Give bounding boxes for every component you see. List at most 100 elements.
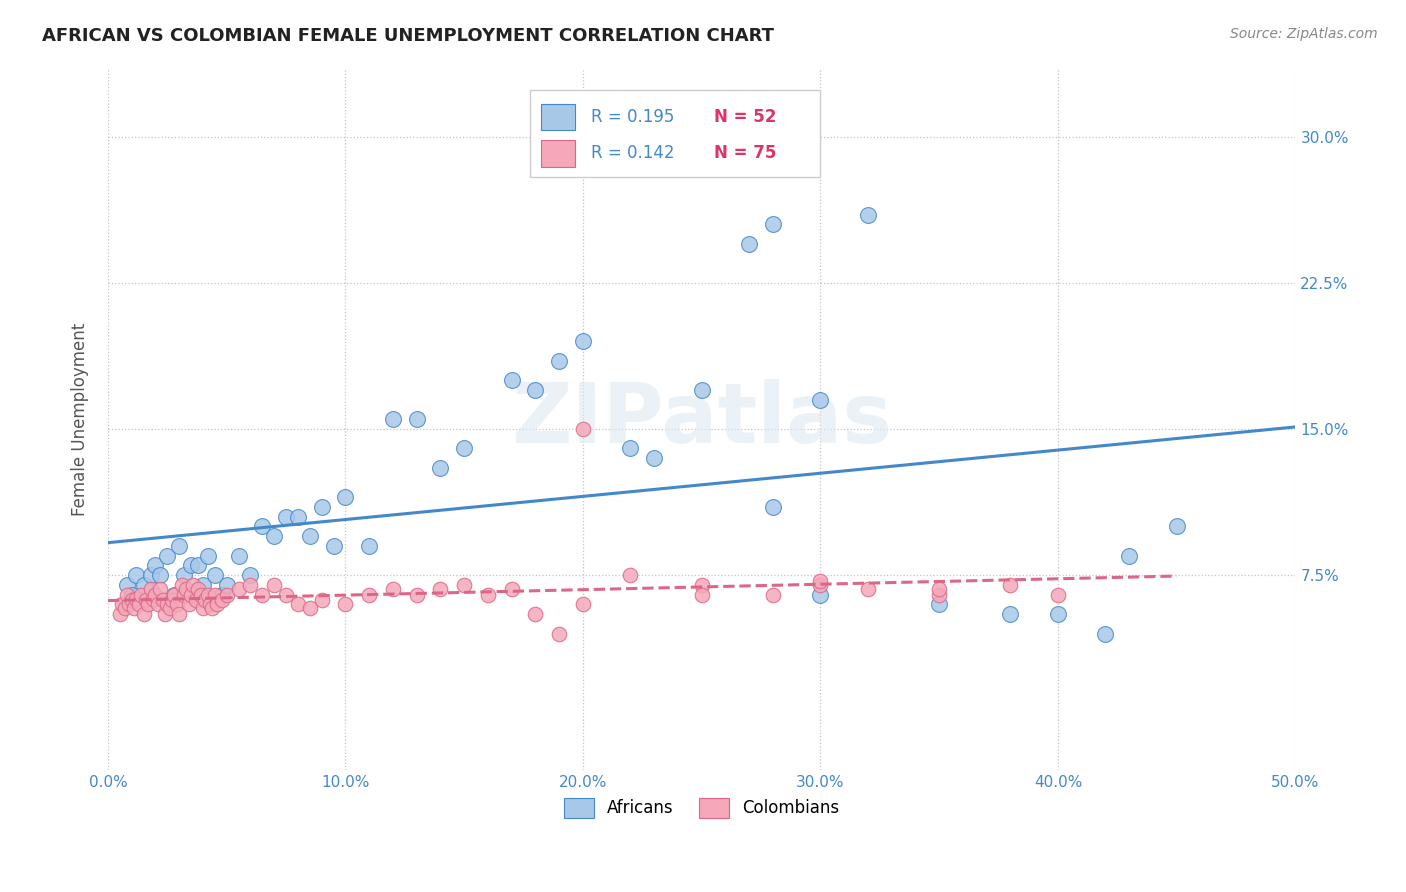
Point — [135, 593, 157, 607]
Point — [114, 601, 136, 615]
Point — [928, 588, 950, 602]
Point — [173, 588, 195, 602]
Point — [405, 412, 427, 426]
Legend: Africans, Colombians: Africans, Colombians — [557, 791, 846, 825]
Point — [191, 578, 214, 592]
Point — [359, 539, 381, 553]
Point — [177, 598, 200, 612]
Point — [184, 593, 207, 607]
Point — [239, 568, 262, 582]
Point — [118, 598, 141, 612]
Point — [145, 558, 167, 573]
Point — [405, 588, 427, 602]
Point — [149, 568, 172, 582]
Text: Source: ZipAtlas.com: Source: ZipAtlas.com — [1230, 27, 1378, 41]
Text: R = 0.195: R = 0.195 — [592, 108, 675, 126]
Point — [252, 519, 274, 533]
Point — [287, 509, 309, 524]
Point — [572, 334, 595, 349]
Point — [359, 588, 381, 602]
Point — [1166, 519, 1188, 533]
Point — [198, 598, 221, 612]
Point — [572, 422, 595, 436]
Point — [132, 607, 155, 621]
Point — [1118, 549, 1140, 563]
Point — [204, 588, 226, 602]
Point — [311, 593, 333, 607]
Point — [160, 593, 183, 607]
Point — [501, 582, 523, 596]
Point — [163, 588, 186, 602]
Point — [149, 582, 172, 596]
Point — [263, 529, 285, 543]
Point — [204, 568, 226, 582]
Point — [115, 588, 138, 602]
Point — [1046, 607, 1069, 621]
FancyBboxPatch shape — [541, 140, 575, 167]
Point — [128, 598, 150, 612]
Point — [738, 236, 761, 251]
Point — [152, 593, 174, 607]
Point — [810, 392, 832, 407]
Point — [122, 601, 145, 615]
Point — [125, 591, 148, 606]
Point — [1000, 607, 1022, 621]
Point — [194, 593, 217, 607]
Point — [132, 578, 155, 592]
Point — [215, 578, 238, 592]
Point — [173, 568, 195, 582]
Point — [170, 578, 193, 592]
Point — [453, 442, 475, 456]
Point — [501, 373, 523, 387]
Point — [125, 568, 148, 582]
Point — [129, 588, 152, 602]
Point — [207, 598, 229, 612]
Text: ZIPatlas: ZIPatlas — [512, 379, 893, 459]
Point — [856, 582, 879, 596]
Point — [108, 607, 131, 621]
Point — [145, 588, 167, 602]
Point — [856, 208, 879, 222]
Point — [311, 500, 333, 514]
Point — [228, 549, 250, 563]
Point — [762, 218, 785, 232]
Point — [153, 607, 176, 621]
Point — [211, 593, 233, 607]
Y-axis label: Female Unemployment: Female Unemployment — [72, 323, 89, 516]
Point — [163, 588, 186, 602]
Point — [690, 588, 713, 602]
Point — [191, 601, 214, 615]
Point — [228, 582, 250, 596]
Point — [142, 591, 165, 606]
Point — [298, 529, 321, 543]
Point — [111, 598, 134, 612]
Point — [928, 598, 950, 612]
Point — [274, 588, 297, 602]
Point — [263, 578, 285, 592]
Point — [187, 558, 209, 573]
Point — [197, 588, 219, 602]
Point — [183, 578, 205, 592]
Point — [201, 601, 224, 615]
Point — [139, 582, 162, 596]
Point — [215, 588, 238, 602]
Point — [429, 461, 451, 475]
Point — [239, 578, 262, 592]
Point — [167, 539, 190, 553]
Point — [762, 588, 785, 602]
Point — [572, 598, 595, 612]
FancyBboxPatch shape — [530, 89, 821, 178]
Point — [187, 582, 209, 596]
Point — [121, 588, 143, 602]
Point — [548, 353, 571, 368]
Point — [139, 568, 162, 582]
Point — [1094, 626, 1116, 640]
Point — [298, 601, 321, 615]
Text: N = 52: N = 52 — [714, 108, 776, 126]
Text: N = 75: N = 75 — [714, 145, 776, 162]
Point — [252, 588, 274, 602]
Point — [1000, 578, 1022, 592]
Point — [810, 574, 832, 588]
Point — [762, 500, 785, 514]
Point — [382, 412, 405, 426]
